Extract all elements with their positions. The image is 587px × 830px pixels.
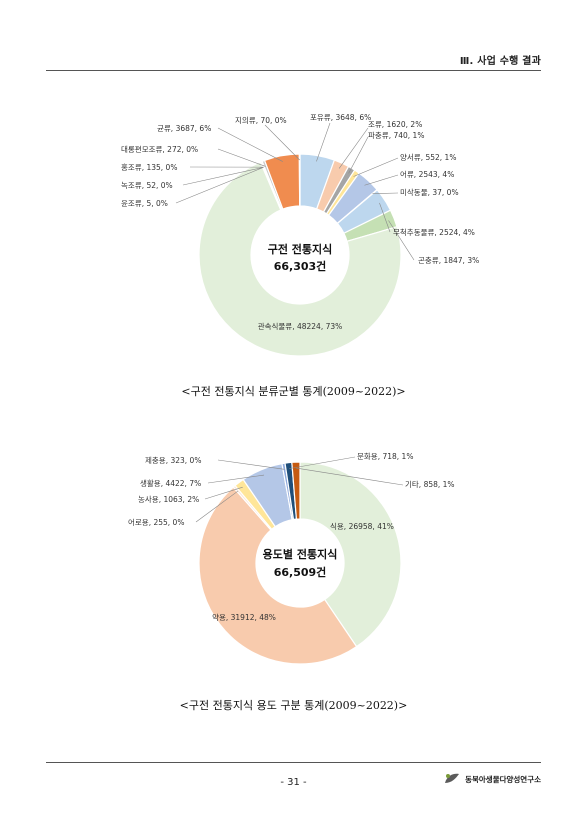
chart1-label-2: 파충류, 740, 1% [368, 131, 424, 140]
chart1-leader-9 [175, 167, 263, 204]
chart1-label-11: 홍조류, 135, 0% [121, 162, 177, 172]
usage-labels: 식용, 26958, 41% 약용, 31912, 48% 어로용, 255, 0%… [128, 452, 455, 622]
page-number: - 31 - [280, 777, 307, 788]
chart1-label-8: 관속식물류, 48224, 73% [258, 321, 343, 331]
taxonomy-leader-lines [175, 122, 415, 261]
chart2-slice-7 [291, 461, 301, 520]
chart1-leader-6 [379, 202, 391, 233]
chart2-leader-2 [195, 490, 239, 523]
chart1-label-3: 양서류, 552, 1% [400, 153, 456, 162]
chart1-label-13: 균류, 3687, 6% [157, 124, 211, 133]
taxonomy-slices [198, 153, 402, 357]
chart2-label-6: 문화용, 718, 1% [357, 452, 413, 461]
leaf-logo-icon [445, 773, 460, 783]
chart1-label-12: 대롱편모조류, 272, 0% [121, 144, 198, 154]
chart1-label-4: 어류, 2543, 4% [400, 169, 454, 179]
chart2-slice-0 [299, 461, 402, 648]
chart1-leader-3 [353, 157, 399, 177]
chart1-label-14: 지의류, 70, 0% [235, 115, 287, 125]
chart1-leader-10 [182, 167, 264, 186]
institute-name: 동북아생물다양성연구소 [465, 774, 541, 784]
chart2-leader-7 [296, 467, 404, 486]
chart2-label-4: 생활용, 4422, 7% [140, 478, 201, 488]
chart1-label-7: 곤충류, 1847, 3% [418, 256, 479, 265]
chart2-label-7: 기타, 858, 1% [405, 480, 455, 489]
chart1-slice-14 [298, 153, 301, 207]
chart1-label-6: 무척추동물류, 2524, 4% [393, 228, 475, 237]
header-divider [46, 70, 541, 71]
chart1-leader-7 [388, 220, 415, 261]
taxonomy-chart-caption: <구전 전통지식 분류군별 통계(2009~2022)> [181, 385, 406, 398]
taxonomy-center-value: 66,303건 [274, 259, 327, 273]
usage-slices [198, 461, 402, 665]
footer-divider [46, 762, 541, 763]
chart2-leader-3 [204, 486, 243, 500]
chart2-leader-5 [217, 459, 285, 470]
taxonomy-donut-chart: 포유류, 3648, 6%조류, 1620, 2% 파충류, 740, 1% 양서류… [121, 113, 479, 357]
chart1-slice-8 [198, 161, 402, 357]
chart2-label-5: 제충용, 323, 0% [145, 456, 201, 465]
usage-donut-chart: 식용, 26958, 41% 약용, 31912, 48% 어로용, 255, 0%… [128, 452, 455, 665]
chart1-leader-14 [264, 124, 300, 161]
chart1-leader-5 [372, 192, 399, 194]
chart1-leader-0 [316, 122, 331, 162]
chart1-label-1: 조류, 1620, 2% [368, 120, 422, 129]
header-title: Ⅲ. 사업 수행 결과 [459, 56, 541, 67]
chart1-leader-13 [217, 127, 283, 162]
chart2-leader-6 [289, 456, 356, 469]
chart1-label-5: 미삭동물, 37, 0% [400, 187, 459, 197]
chart1-label-10: 녹조류, 52, 0% [121, 181, 173, 190]
chart1-leader-2 [348, 136, 369, 174]
taxonomy-center-title: 구전 전통지식 [268, 242, 333, 256]
chart2-label-1: 약용, 31912, 48% [212, 612, 276, 622]
chart1-leader-1 [338, 127, 369, 169]
chart1-leader-4 [364, 174, 399, 186]
chart1-label-0: 포유류, 3648, 6% [310, 113, 371, 122]
chart2-label-2: 어로용, 255, 0% [128, 517, 184, 527]
usage-chart-caption: <구전 전통지식 용도 구분 통계(2009~2022)> [179, 699, 408, 712]
chart2-label-0: 식용, 26958, 41% [330, 522, 394, 531]
chart2-label-3: 농사용, 1063, 2% [138, 495, 199, 504]
usage-leader-lines [195, 456, 404, 523]
usage-center-value: 66,509건 [274, 565, 327, 579]
chart2-slice-1 [198, 486, 358, 665]
chart1-leader-12 [217, 148, 266, 167]
institute-logo: 동북아생물다양성연구소 [443, 772, 541, 786]
chart1-label-9: 윤조류, 5, 0% [121, 199, 168, 208]
chart2-leader-4 [207, 474, 265, 484]
usage-center-title: 용도별 전통지식 [263, 547, 338, 561]
taxonomy-labels: 포유류, 3648, 6%조류, 1620, 2% 파충류, 740, 1% 양서류… [121, 113, 479, 331]
